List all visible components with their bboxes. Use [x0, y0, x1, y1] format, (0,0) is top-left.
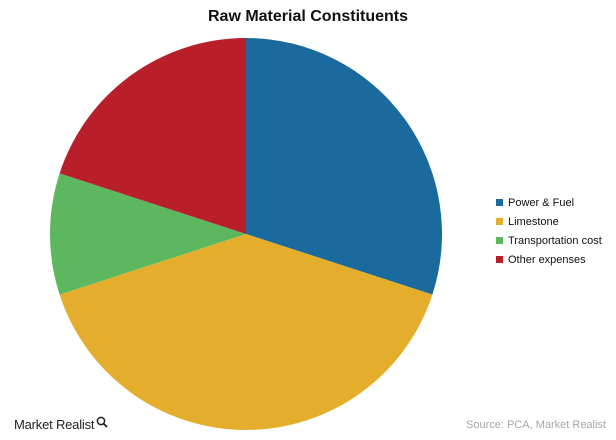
legend-swatch: [496, 218, 503, 225]
legend-label: Power & Fuel: [508, 196, 575, 209]
pie-slice-other-expenses: [59, 38, 246, 234]
legend-item: Limestone: [496, 212, 602, 231]
brand-logo: Market Realist: [14, 416, 108, 432]
pie-slice-transportation-cost: [49, 173, 246, 295]
pie-slice-limestone: [59, 234, 433, 430]
pie-slice-power-fuel: [246, 38, 442, 295]
brand-name: Market Realist: [14, 417, 95, 432]
chart-title: Raw Material Constituents: [207, 8, 409, 25]
magnifier-icon: [96, 416, 108, 428]
legend-item: Transportation cost: [496, 231, 602, 250]
legend-label: Transportation cost: [508, 234, 602, 247]
pie-slices: [49, 38, 442, 430]
legend-item: Power & Fuel: [496, 193, 602, 212]
chart-legend: Power & Fuel Limestone Transportation cost…: [496, 193, 602, 269]
legend-swatch: [496, 256, 503, 263]
source-note: Source: PCA, Market Realist: [466, 419, 606, 431]
legend-item: Other expenses: [496, 250, 602, 269]
legend-label: Limestone: [508, 215, 559, 228]
legend-label: Other expenses: [508, 253, 586, 266]
legend-swatch: [496, 199, 503, 206]
legend-swatch: [496, 237, 503, 244]
